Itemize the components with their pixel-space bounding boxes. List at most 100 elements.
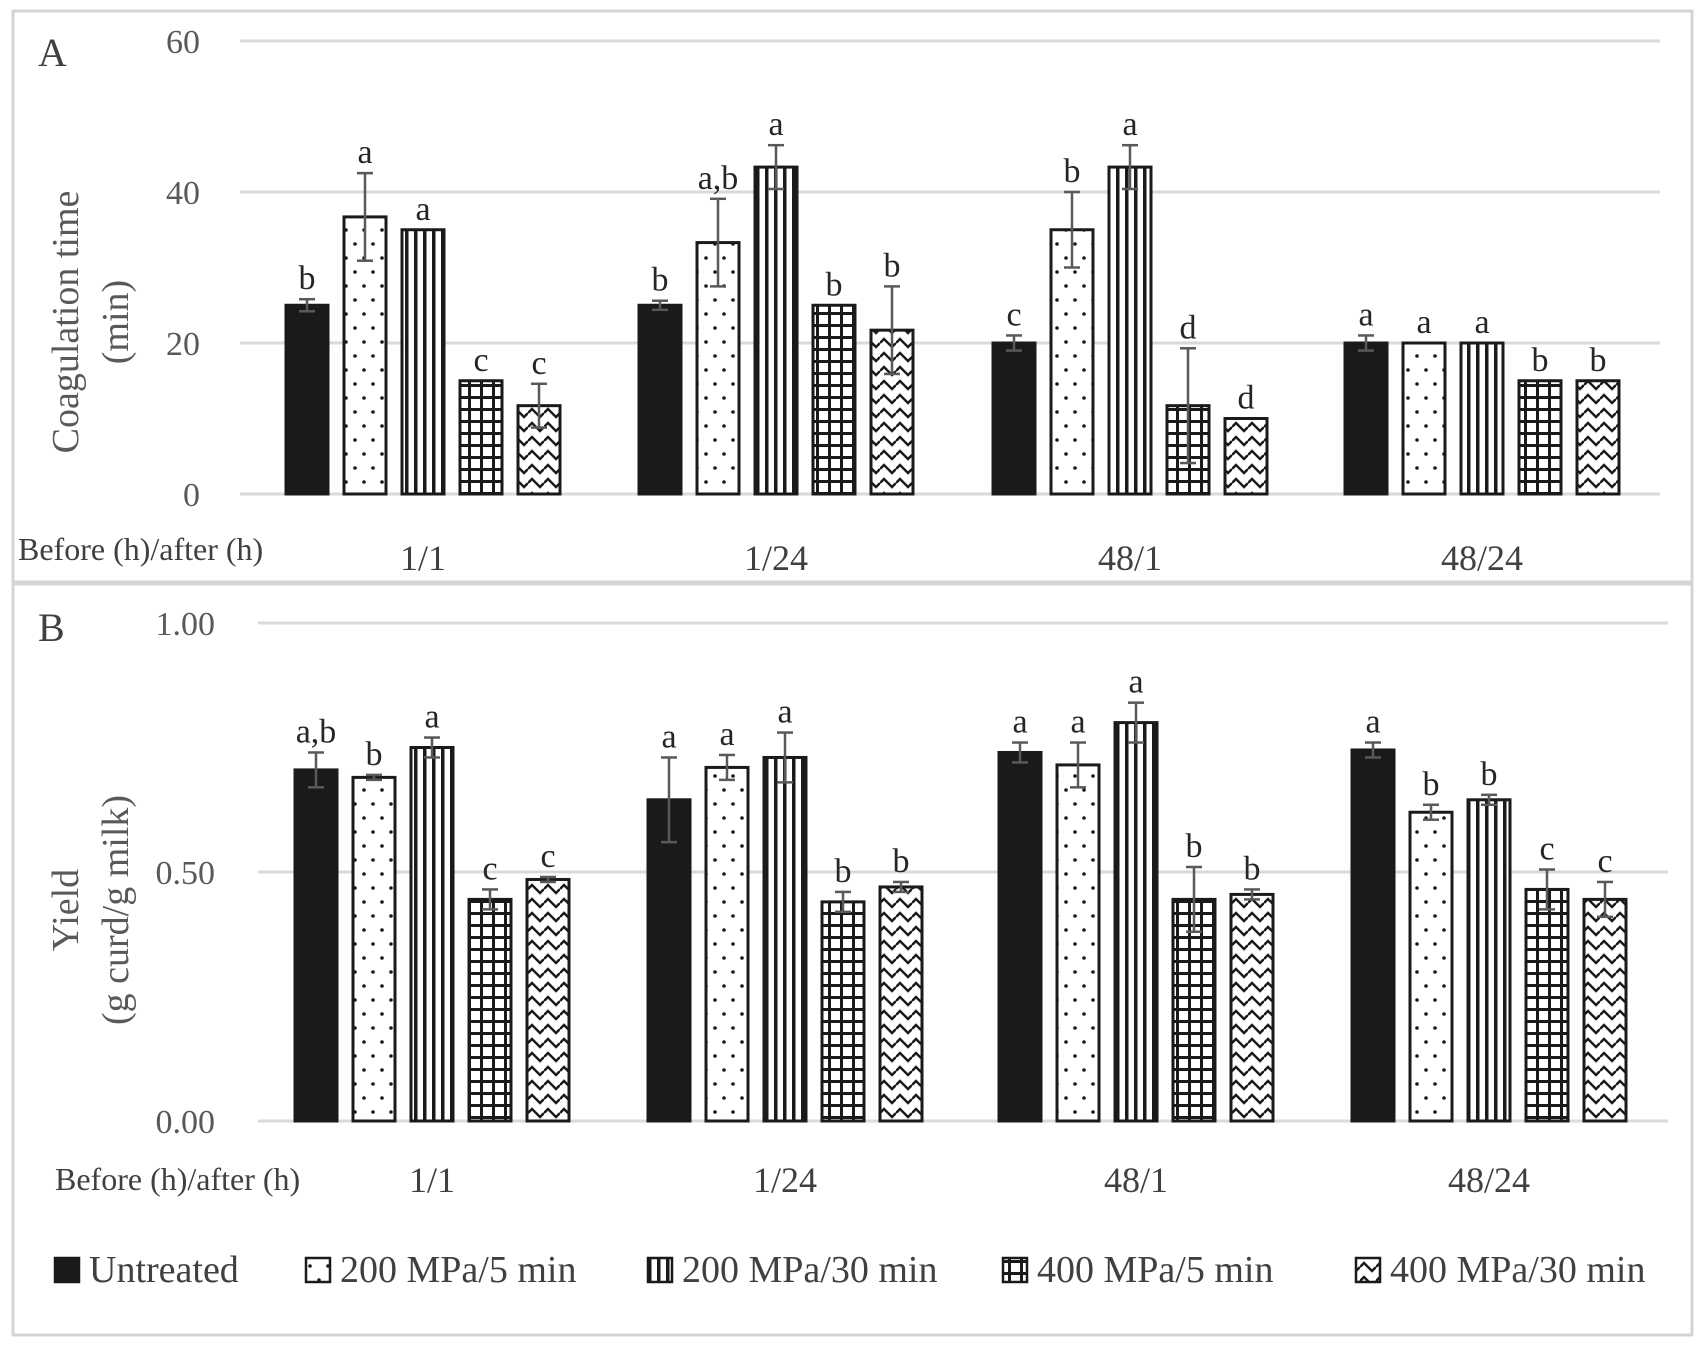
bar xyxy=(1408,810,1454,1123)
error-bar xyxy=(424,736,440,759)
error-bar xyxy=(1244,888,1260,901)
error-bar xyxy=(1186,865,1202,934)
bar xyxy=(284,303,330,496)
bar xyxy=(637,303,683,496)
legend-swatch xyxy=(1354,1256,1382,1284)
significance-letter: a xyxy=(719,716,734,753)
error-bar xyxy=(835,890,851,914)
legend-swatch xyxy=(1001,1256,1029,1284)
significance-letter: a xyxy=(768,106,783,143)
error-bar xyxy=(1128,701,1144,744)
bar xyxy=(811,303,857,496)
bar xyxy=(1401,341,1447,496)
significance-letter: c xyxy=(1539,831,1554,868)
panel-b-ylabel-2: (g curd/g milk) xyxy=(95,795,137,1025)
y-tick-label: 0.00 xyxy=(156,1104,216,1141)
bar xyxy=(458,379,504,496)
x-category-label: 1/1 xyxy=(409,1160,455,1200)
bar xyxy=(1575,379,1621,496)
bar xyxy=(646,798,692,1123)
bar xyxy=(997,750,1043,1123)
significance-letter: d xyxy=(1238,380,1255,417)
error-bar xyxy=(308,751,324,789)
significance-letter: b xyxy=(884,247,901,284)
significance-letter: b xyxy=(1064,153,1081,190)
significance-letter: a xyxy=(661,718,676,755)
significance-letter: c xyxy=(540,838,555,875)
significance-letter: a xyxy=(1474,304,1489,341)
error-bar xyxy=(482,888,498,911)
panel-a-ylabel-2: (min) xyxy=(95,280,137,364)
significance-letter: b xyxy=(1244,850,1261,887)
error-bar xyxy=(1365,741,1381,759)
y-tick-label: 20 xyxy=(166,326,200,363)
bar xyxy=(1582,897,1628,1123)
legend-swatch xyxy=(53,1256,81,1284)
error-bar xyxy=(661,756,677,844)
significance-letter: a xyxy=(1012,704,1027,741)
panel-b-chart: 0.00 0.50 1.00 1/1 1/24 48/1 48/24 a,b a a a b a a b a a… xyxy=(156,606,1668,1200)
error-bar xyxy=(719,753,735,782)
significance-letter: a xyxy=(1358,296,1373,333)
significance-letter: b xyxy=(1481,756,1498,793)
significance-letter: b xyxy=(1186,828,1203,865)
bar xyxy=(704,765,750,1123)
significance-letter: b xyxy=(366,736,383,773)
bar xyxy=(762,755,808,1123)
panel-a-frame xyxy=(11,9,1694,584)
error-bar xyxy=(299,297,315,313)
bar xyxy=(991,341,1037,496)
bar xyxy=(820,900,866,1123)
bar xyxy=(1466,798,1512,1123)
error-bar xyxy=(1122,143,1138,191)
significance-letter: c xyxy=(531,345,546,382)
error-bar xyxy=(1539,868,1555,911)
bar xyxy=(525,877,571,1123)
error-bar xyxy=(1064,190,1080,269)
significance-letter: a,b xyxy=(296,713,337,750)
significance-letter: a xyxy=(357,134,372,171)
bar xyxy=(1055,763,1101,1123)
error-bar xyxy=(1180,347,1196,465)
significance-letter: b xyxy=(299,260,316,297)
significance-letter: b xyxy=(1590,342,1607,379)
legend-label: Untreated xyxy=(89,1249,239,1291)
x-category-label: 1/24 xyxy=(753,1160,817,1200)
x-category-label: 1/1 xyxy=(400,538,446,578)
significance-letter: a xyxy=(1416,304,1431,341)
bar xyxy=(293,768,339,1123)
x-category-label: 48/24 xyxy=(1441,538,1523,578)
significance-letter: a xyxy=(1070,704,1085,741)
error-bar xyxy=(366,773,382,782)
bar xyxy=(1343,341,1389,496)
bar xyxy=(878,885,924,1123)
legend-swatch xyxy=(646,1256,674,1284)
y-tick-label: 40 xyxy=(166,175,200,212)
significance-letter: a xyxy=(777,694,792,731)
significance-letter: c xyxy=(482,850,497,887)
significance-letter: c xyxy=(1006,296,1021,333)
y-tick-label: 60 xyxy=(166,24,200,61)
significance-letter: b xyxy=(652,262,669,299)
bar xyxy=(1350,748,1396,1123)
x-category-label: 48/1 xyxy=(1098,538,1162,578)
y-tick-label: 0.50 xyxy=(156,855,216,892)
legend-label: 400 MPa/5 min xyxy=(1037,1249,1273,1291)
error-bar xyxy=(893,880,909,894)
significance-letter: d xyxy=(1180,309,1197,346)
panel-b-xtitle: Before (h)/after (h) xyxy=(55,1161,300,1197)
bar xyxy=(400,228,446,496)
bar xyxy=(351,775,397,1123)
panel-a-chart: 0 20 40 60 1/1 1/24 48/1 48/24 b b c a a a,b b a a a a a c b d… xyxy=(166,24,1660,578)
legend-item: 200 MPa/30 min xyxy=(646,1249,937,1291)
legend-swatch xyxy=(304,1256,332,1284)
significance-letter: a xyxy=(1122,106,1137,143)
bar xyxy=(342,215,388,496)
significance-letter: b xyxy=(893,843,910,880)
bar xyxy=(409,746,455,1123)
bar xyxy=(1229,892,1275,1123)
error-bar xyxy=(540,875,556,884)
panel-b-label: B xyxy=(38,605,65,650)
error-bar xyxy=(1070,741,1086,789)
error-bar xyxy=(768,143,784,191)
